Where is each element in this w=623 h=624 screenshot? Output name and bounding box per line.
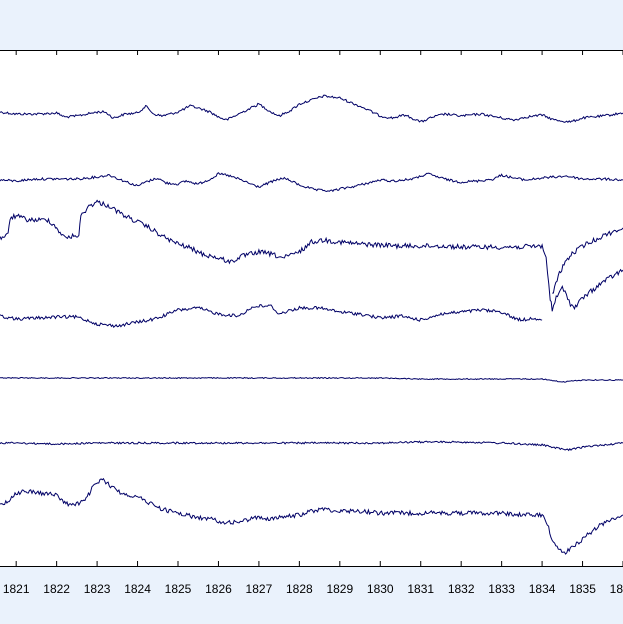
series-group [0, 94, 623, 555]
figure-toolbar-area [0, 0, 623, 49]
series-line-2 [0, 172, 623, 193]
x-tick-label: 1823 [84, 582, 111, 596]
x-tick-label: 1822 [43, 582, 70, 596]
x-tick-label: 1836 [610, 582, 623, 596]
x-tick-label: 1832 [448, 582, 475, 596]
x-tick-label: 1834 [529, 582, 556, 596]
series-line-3 [0, 199, 623, 312]
series-line-1 [0, 94, 623, 124]
x-tick-label: 1824 [124, 582, 151, 596]
x-tick-label: 1827 [246, 582, 273, 596]
plot-area [0, 50, 623, 566]
series-line-4 [552, 227, 623, 294]
x-tick-group: 1821 1822 1823 1824 1825 1826 1827 1828 1829 1830… [3, 50, 623, 596]
series-line-6 [0, 376, 623, 383]
series-line-5 [0, 304, 543, 329]
axes-group [0, 50, 623, 567]
x-tick-label: 1828 [286, 582, 313, 596]
x-tick-label: 1831 [407, 582, 434, 596]
series-line-8 [0, 477, 623, 555]
x-tick-label: 1833 [488, 582, 515, 596]
x-tick-label: 1826 [205, 582, 232, 596]
series-line-7 [0, 440, 623, 452]
x-tick-label: 1829 [326, 582, 353, 596]
x-tick-label: 1825 [165, 582, 192, 596]
x-tick-label: 1821 [3, 582, 30, 596]
x-tick-label: 1835 [569, 582, 596, 596]
x-tick-label: 1830 [367, 582, 394, 596]
